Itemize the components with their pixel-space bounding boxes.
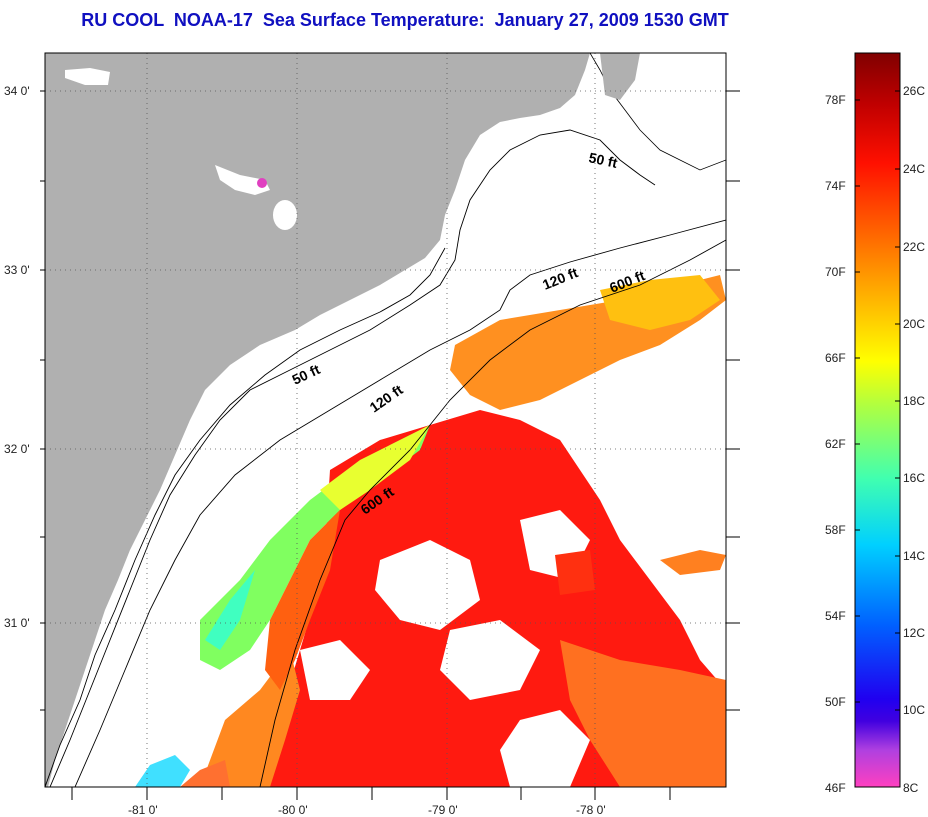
colorbar-c-label: 18C	[903, 394, 926, 408]
colorbar-f-label: 54F	[825, 609, 846, 623]
colorbar-f-label: 50F	[825, 695, 846, 709]
colorbar-ticks	[855, 90, 900, 711]
lake-sst-spot	[257, 178, 267, 188]
lat-label: 32 0'	[4, 442, 30, 456]
lake	[215, 165, 270, 195]
colorbar-c-label: 26C	[903, 84, 926, 98]
plot-frame	[44, 52, 727, 788]
lon-label: -81 0'	[128, 803, 158, 817]
lon-label: -79 0'	[428, 803, 458, 817]
isobath-label-50ft: 50 ft	[587, 149, 619, 171]
colorbar	[854, 52, 901, 788]
colorbar-c-label: 20C	[903, 317, 926, 331]
colorbar-c-label: 12C	[903, 626, 926, 640]
land-mass-ne	[600, 53, 640, 100]
isobaths	[45, 129, 726, 787]
colorbar-c-label: 10C	[903, 703, 926, 717]
lake	[65, 68, 110, 85]
colorbar-c-label: 22C	[903, 240, 926, 254]
lat-label: 34 0'	[4, 84, 30, 98]
lat-label: 31 0'	[4, 616, 30, 630]
land-mass	[45, 53, 590, 787]
colorbar-c-label: 8C	[903, 781, 919, 795]
graticule	[45, 53, 726, 787]
lon-label: -78 0'	[576, 803, 606, 817]
colorbar-c-label: 24C	[903, 162, 926, 176]
colorbar-c-label: 16C	[903, 471, 926, 485]
lon-label: -80 0'	[278, 803, 308, 817]
colorbar-f-label: 66F	[825, 351, 846, 365]
lat-label: 33 0'	[4, 263, 30, 277]
colorbar-c-label: 14C	[903, 549, 926, 563]
colorbar-f-label: 46F	[825, 781, 846, 795]
sst-data	[135, 275, 726, 787]
colorbar-f-label: 58F	[825, 523, 846, 537]
colorbar-f-label: 70F	[825, 265, 846, 279]
lake	[273, 200, 297, 230]
map-title: RU COOL NOAA-17 Sea Surface Temperature:…	[81, 10, 729, 30]
colorbar-f-label: 74F	[825, 179, 846, 193]
colorbar-f-label: 78F	[825, 93, 846, 107]
colorbar-f-label: 62F	[825, 437, 846, 451]
axis-ticks	[40, 90, 740, 800]
